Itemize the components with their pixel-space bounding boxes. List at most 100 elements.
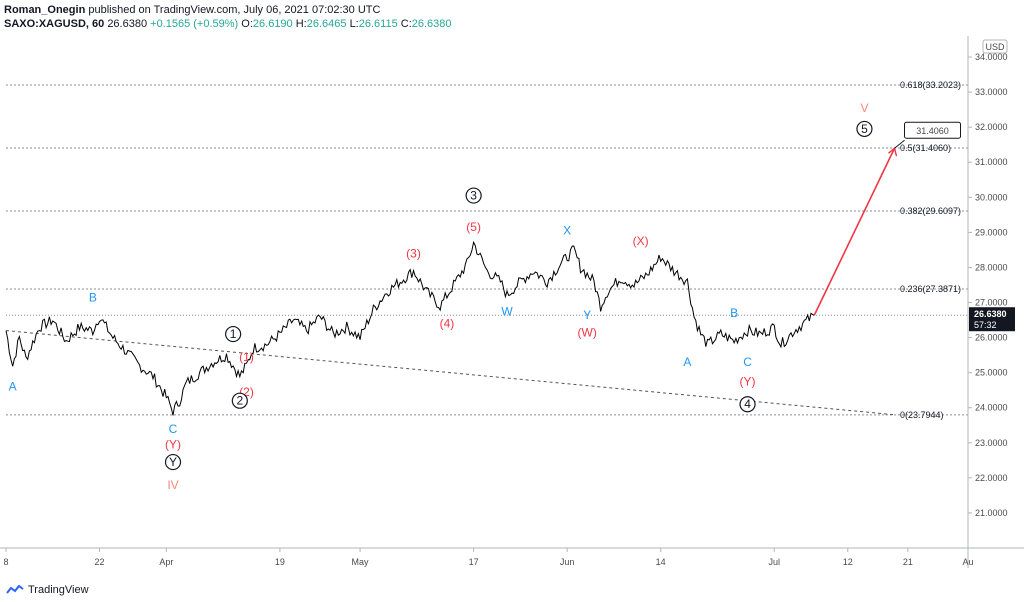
x-tick-label: May (352, 557, 370, 567)
x-tick-label: 17 (469, 557, 479, 567)
wave-label-circled: Y (164, 453, 182, 471)
wave-label: (4) (440, 317, 455, 331)
open-label: O: (241, 18, 253, 30)
x-tick-label: Jun (560, 557, 575, 567)
y-tick-label: 27.0000 (975, 298, 1008, 308)
target-callout: 31.4060 (894, 121, 962, 149)
wave-label: 5 (861, 122, 868, 136)
wave-label: Y (169, 455, 177, 469)
wave-label: IV (167, 478, 178, 492)
target-box (904, 121, 962, 139)
wave-label: C (169, 422, 178, 436)
wave-circle (856, 120, 873, 138)
x-tick-label: Au (962, 557, 973, 567)
footer: TradingView (6, 584, 89, 596)
projection-group: 31.4060 (813, 121, 962, 316)
projection-arrow (813, 147, 896, 316)
y-tick-label: 31.0000 (975, 157, 1008, 167)
wave-label: (3) (406, 246, 421, 260)
currency-badge: USD (982, 39, 1008, 54)
publish-date: published on TradingView.com, July 06, 2… (85, 4, 381, 16)
wave-label: 3 (470, 189, 477, 203)
wave-label: B (89, 290, 97, 304)
symbol-label[interactable]: SAXO:XAGUSD, 60 (4, 18, 105, 30)
wave-label-circled: 2 (231, 392, 248, 409)
y-tick-label: 22.0000 (975, 473, 1008, 483)
trendline (5, 330, 895, 416)
wave-label: 2 (236, 394, 243, 408)
x-tick-label: 12 (843, 557, 853, 567)
last-price: 26.6380 (107, 18, 148, 30)
target-leader (894, 139, 905, 149)
open-value: 26.6190 (252, 18, 293, 30)
x-tick-label: Jul (769, 557, 781, 567)
wave-label: 1 (230, 327, 237, 341)
close-label: C: (400, 18, 412, 30)
x-tick-label: Apr (159, 557, 173, 567)
currency-label: USD (985, 42, 1005, 52)
y-tick-label: 34.0000 (975, 52, 1008, 62)
publish-info: Roman_Onegin published on TradingView.co… (4, 3, 380, 17)
wave-label: (X) (633, 234, 649, 248)
fib-label: 0.236(27.3871) (900, 284, 961, 294)
wave-label: W (501, 304, 513, 318)
wave-label: (Y) (165, 438, 181, 452)
wave-label: 4 (744, 397, 751, 411)
y-tick-label: 21.0000 (975, 508, 1008, 518)
fib-label: 0.382(29.6097) (900, 206, 961, 216)
fib-levels: 0.618(33.2023) 0.5(31.4060) 0.382(29.6097)… (6, 80, 968, 420)
wave-circle (465, 187, 482, 204)
high-value: 26.6465 (306, 18, 347, 30)
high-label: H: (295, 18, 307, 30)
wave-label: V (860, 101, 868, 115)
wave-label-circled: 3 (465, 187, 482, 204)
wave-label: C (743, 355, 752, 369)
x-tick-label: 22 (95, 557, 105, 567)
wave-label: A (9, 380, 17, 394)
footer-brand[interactable]: TradingView (28, 584, 89, 596)
quote-bar: SAXO:XAGUSD, 60 26.6380 +0.1565 (+0.59%)… (4, 17, 452, 31)
wave-label-circled: 5 (856, 120, 873, 138)
wave-label-circled: 1 (225, 325, 242, 343)
author-name[interactable]: Roman_Onegin (4, 4, 86, 16)
x-tick-label: 14 (656, 557, 666, 567)
fib-label: 0.5(31.4060) (900, 143, 951, 153)
countdown-label: 57:32 (974, 320, 997, 330)
wave-label: (1) (239, 350, 254, 364)
y-tick-label: 24.0000 (975, 403, 1008, 413)
y-tick-label: 29.0000 (975, 227, 1008, 237)
x-tick-label: 8 (3, 557, 8, 567)
y-tick-label: 28.0000 (975, 262, 1008, 272)
wave-label: B (730, 306, 738, 320)
wave-label: X (563, 224, 571, 238)
fib-label: 0.618(33.2023) (900, 80, 961, 90)
wave-label: (5) (466, 220, 481, 234)
wave-circle (231, 392, 248, 409)
y-tick-label: 23.0000 (975, 438, 1008, 448)
x-tick-label: 19 (275, 557, 285, 567)
wave-circle (225, 325, 242, 343)
wave-labels: ABC(Y)YIV1(1)(2)2(3)(4)3(5)WXY(W)(X)ABC(… (9, 101, 873, 492)
wave-label-circled: 4 (739, 396, 756, 413)
price-line (5, 240, 815, 416)
tradingview-logo-icon[interactable] (6, 585, 24, 595)
wave-label: A (683, 355, 691, 369)
y-tick-label: 32.0000 (975, 122, 1008, 132)
low-value: 26.6115 (358, 18, 398, 30)
wave-circle (164, 453, 182, 471)
wave-circle (739, 396, 756, 413)
price-series (5, 240, 815, 416)
y-tick-label: 25.0000 (975, 368, 1008, 378)
wave-label: (W) (578, 325, 597, 339)
last-price-label: 26.6380 (974, 309, 1007, 319)
close-value: 26.6380 (411, 18, 452, 30)
target-label: 31.4060 (916, 126, 949, 136)
last-price-box (969, 307, 1015, 332)
y-tick-label: 30.0000 (975, 192, 1008, 202)
wave-label: Y (583, 308, 591, 322)
trendline-group (5, 330, 895, 416)
low-label: L: (349, 18, 359, 30)
